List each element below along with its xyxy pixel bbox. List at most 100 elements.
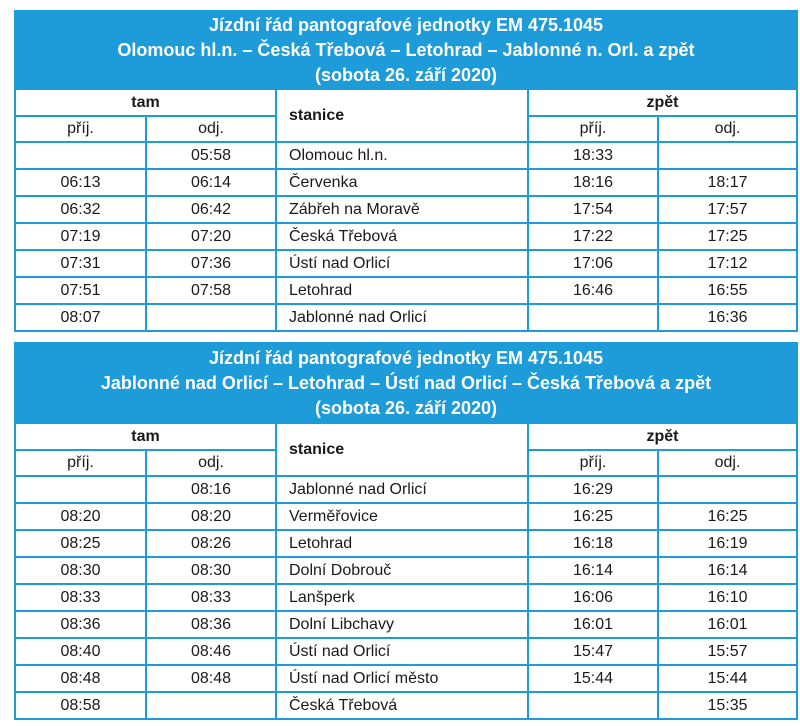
time: 16:55 bbox=[657, 276, 798, 305]
time: 08:58 bbox=[14, 691, 147, 720]
timetable-row: 08:33 08:33 Lanšperk 16:06 16:10 bbox=[14, 583, 798, 612]
station: Červenka bbox=[275, 168, 529, 197]
time: 15:47 bbox=[527, 637, 659, 666]
timetable-row: 07:31 07:36 Ústí nad Orlicí 17:06 17:12 bbox=[14, 249, 798, 278]
timetable-row: 08:58 Česká Třebová 15:35 bbox=[14, 691, 798, 720]
timetable-row: 08:30 08:30 Dolní Dobrouč 16:14 16:14 bbox=[14, 556, 798, 585]
station: Dolní Libchavy bbox=[275, 610, 529, 639]
time: 16:25 bbox=[527, 502, 659, 531]
title-line: Jízdní řád pantografové jednotky EM 475.… bbox=[208, 347, 604, 368]
subheader: příj. bbox=[14, 115, 147, 143]
station-header: stanice bbox=[275, 422, 529, 477]
time: 08:36 bbox=[14, 610, 147, 639]
station: Ústí nad Orlicí bbox=[275, 637, 529, 666]
time bbox=[14, 475, 147, 504]
time: 16:14 bbox=[527, 556, 659, 585]
timetable-row: 08:25 08:26 Letohrad 16:18 16:19 bbox=[14, 529, 798, 558]
time: 07:19 bbox=[14, 222, 147, 251]
time bbox=[145, 303, 277, 332]
timetable: Jízdní řád pantografové jednotky EM 475.… bbox=[14, 342, 798, 720]
time: 07:36 bbox=[145, 249, 277, 278]
time: 06:32 bbox=[14, 195, 147, 224]
time: 17:54 bbox=[527, 195, 659, 224]
group-row: tam stanice zpět bbox=[14, 422, 798, 477]
time: 16:18 bbox=[527, 529, 659, 558]
title-line: (sobota 26. září 2020) bbox=[314, 64, 498, 85]
time bbox=[527, 303, 659, 332]
timetable-row: 06:32 06:42 Zábřeh na Moravě 17:54 17:57 bbox=[14, 195, 798, 224]
time: 17:12 bbox=[657, 249, 798, 278]
station: Česká Třebová bbox=[275, 691, 529, 720]
timetable-row: 08:16 Jablonné nad Orlicí 16:29 bbox=[14, 475, 798, 504]
station: Olomouc hl.n. bbox=[275, 141, 529, 170]
time: 08:26 bbox=[145, 529, 277, 558]
time: 07:58 bbox=[145, 276, 277, 305]
time: 16:25 bbox=[657, 502, 798, 531]
time: 16:36 bbox=[657, 303, 798, 332]
time bbox=[527, 691, 659, 720]
timetable-row: 07:19 07:20 Česká Třebová 17:22 17:25 bbox=[14, 222, 798, 251]
group-header: tam bbox=[14, 88, 277, 117]
timetable-row: 08:20 08:20 Verměřovice 16:25 16:25 bbox=[14, 502, 798, 531]
timetable-row: 05:58 Olomouc hl.n. 18:33 bbox=[14, 141, 798, 170]
time: 08:33 bbox=[145, 583, 277, 612]
subheader: příj. bbox=[527, 449, 659, 477]
time: 08:33 bbox=[14, 583, 147, 612]
time: 08:16 bbox=[145, 475, 277, 504]
time: 08:20 bbox=[14, 502, 147, 531]
time: 06:42 bbox=[145, 195, 277, 224]
subheader: odj. bbox=[657, 115, 798, 143]
station: Jablonné nad Orlicí bbox=[275, 475, 529, 504]
time: 17:06 bbox=[527, 249, 659, 278]
time: 05:58 bbox=[145, 141, 277, 170]
subheader-row: příj. odj. příj. odj. bbox=[14, 449, 798, 477]
station-header: stanice bbox=[275, 88, 529, 143]
time: 08:20 bbox=[145, 502, 277, 531]
time bbox=[14, 141, 147, 170]
title-row: Jízdní řád pantografové jednotky EM 475.… bbox=[14, 10, 798, 90]
group-header: zpět bbox=[527, 88, 798, 117]
group-header: zpět bbox=[527, 422, 798, 451]
time: 17:22 bbox=[527, 222, 659, 251]
time: 18:33 bbox=[527, 141, 659, 170]
time: 15:44 bbox=[527, 664, 659, 693]
station: Ústí nad Orlicí město bbox=[275, 664, 529, 693]
time bbox=[657, 141, 798, 170]
subheader: příj. bbox=[527, 115, 659, 143]
time: 18:17 bbox=[657, 168, 798, 197]
station: Jablonné nad Orlicí bbox=[275, 303, 529, 332]
time: 08:40 bbox=[14, 637, 147, 666]
time: 08:30 bbox=[145, 556, 277, 585]
time: 16:01 bbox=[657, 610, 798, 639]
time: 16:19 bbox=[657, 529, 798, 558]
time: 16:06 bbox=[527, 583, 659, 612]
time bbox=[657, 475, 798, 504]
time: 16:10 bbox=[657, 583, 798, 612]
time: 17:57 bbox=[657, 195, 798, 224]
timetable-row: 06:13 06:14 Červenka 18:16 18:17 bbox=[14, 168, 798, 197]
title-line: Olomouc hl.n. – Česká Třebová – Letohrad… bbox=[117, 39, 695, 60]
group-row: tam stanice zpět bbox=[14, 88, 798, 143]
time: 15:57 bbox=[657, 637, 798, 666]
time: 06:14 bbox=[145, 168, 277, 197]
time: 07:20 bbox=[145, 222, 277, 251]
time: 16:14 bbox=[657, 556, 798, 585]
subheader: příj. bbox=[14, 449, 147, 477]
time: 06:13 bbox=[14, 168, 147, 197]
station: Dolní Dobrouč bbox=[275, 556, 529, 585]
subheader-row: příj. odj. příj. odj. bbox=[14, 115, 798, 143]
time: 08:48 bbox=[145, 664, 277, 693]
time: 16:29 bbox=[527, 475, 659, 504]
time: 07:31 bbox=[14, 249, 147, 278]
station: Letohrad bbox=[275, 529, 529, 558]
subheader: odj. bbox=[657, 449, 798, 477]
timetable-row: 08:48 08:48 Ústí nad Orlicí město 15:44 15:4… bbox=[14, 664, 798, 693]
time: 08:36 bbox=[145, 610, 277, 639]
timetable-row: 07:51 07:58 Letohrad 16:46 16:55 bbox=[14, 276, 798, 305]
subheader: odj. bbox=[145, 449, 277, 477]
station: Letohrad bbox=[275, 276, 529, 305]
station: Verměřovice bbox=[275, 502, 529, 531]
title-row: Jízdní řád pantografové jednotky EM 475.… bbox=[14, 342, 798, 424]
station: Ústí nad Orlicí bbox=[275, 249, 529, 278]
